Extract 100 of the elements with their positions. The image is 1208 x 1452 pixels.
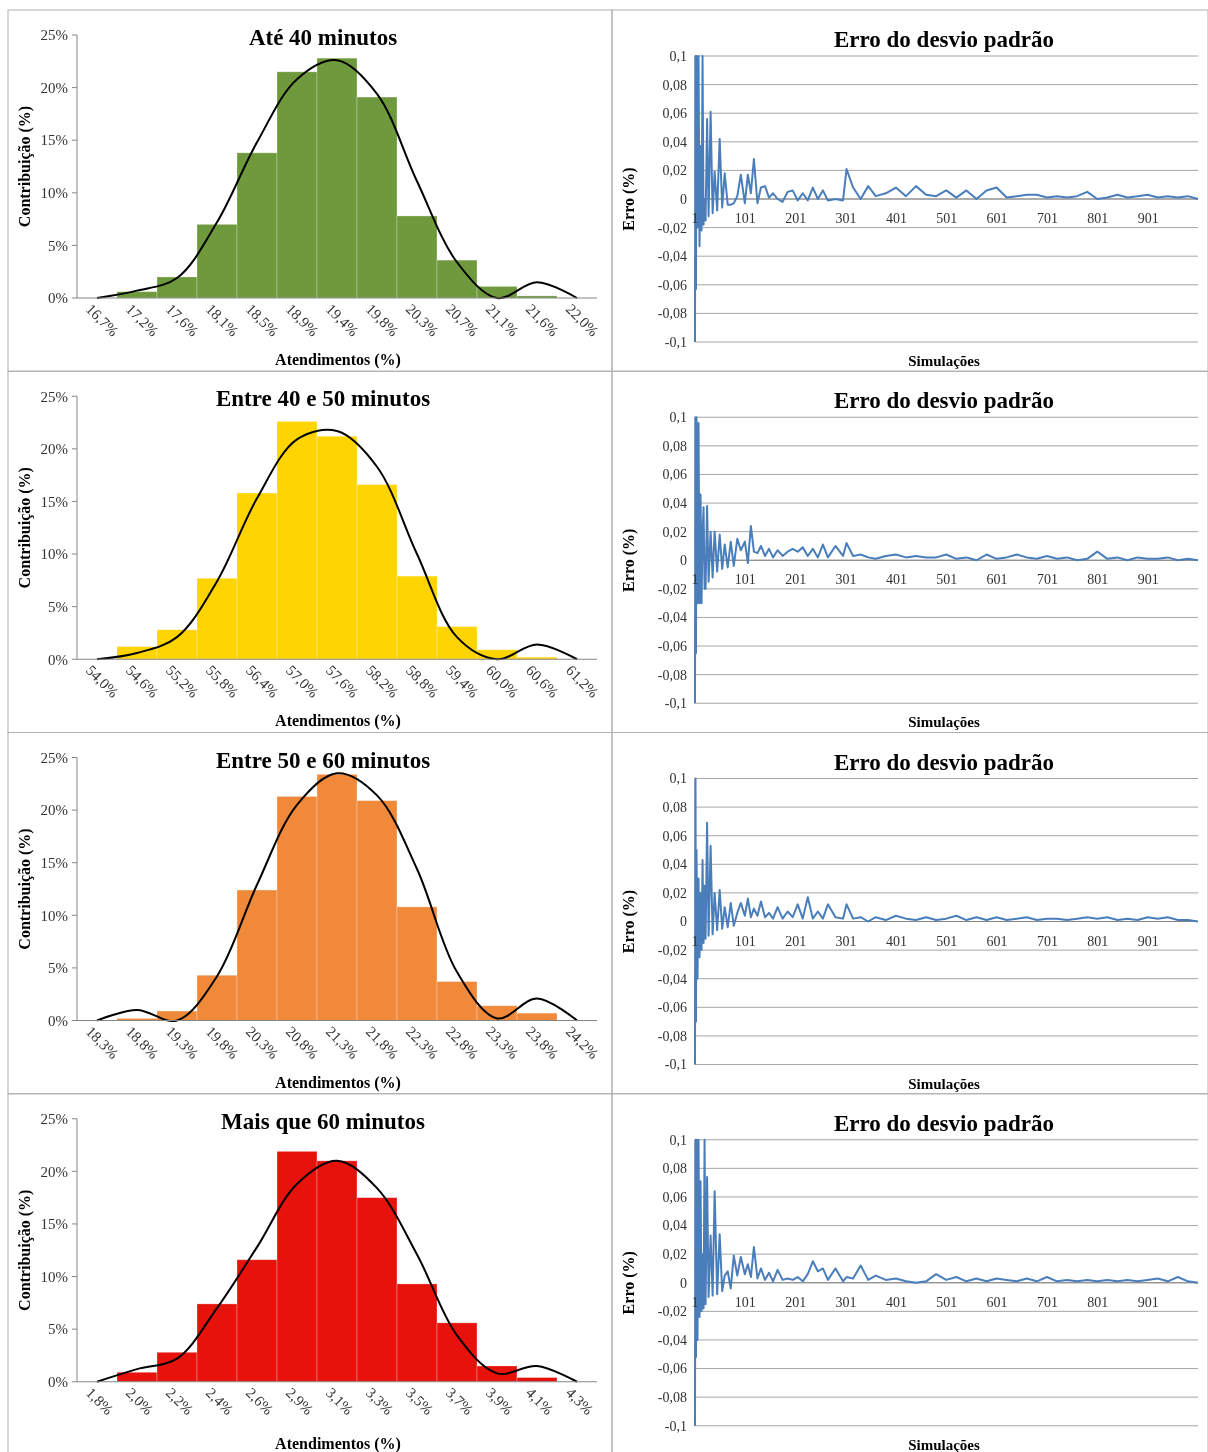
y-tick-label: 25% (40, 27, 68, 44)
x-tick-label: 801 (1087, 933, 1109, 949)
x-tick-label: 4,3% (562, 1384, 597, 1418)
y-tick-label: -0,06 (657, 1361, 687, 1377)
chart-title: Erro do desvio padrão (833, 388, 1055, 414)
y-tick-label: 10% (40, 907, 68, 924)
y-tick-label: 5% (48, 598, 68, 615)
y-tick-label: 0,08 (662, 438, 687, 454)
chart-title: Entre 50 e 60 minutos (215, 747, 431, 773)
x-tick-label: 601 (986, 1294, 1008, 1310)
y-tick-label: 5% (48, 237, 68, 254)
y-tick-label: 0,02 (662, 163, 687, 179)
x-tick-label: 801 (1087, 572, 1109, 588)
line-series (96, 428, 578, 661)
y-tick-label: -0,04 (657, 249, 687, 265)
y-tick-label: 25% (40, 388, 68, 405)
y-tick-label: 0,1 (669, 48, 687, 64)
y-tick-label: -0,06 (657, 638, 687, 654)
chart-title: Entre 40 e 50 minutos (215, 386, 431, 412)
y-tick-label: -0,04 (657, 610, 687, 626)
y-axis-title: Erro (%) (620, 1251, 638, 1315)
x-tick-label: 301 (835, 572, 857, 588)
x-tick-label: 301 (835, 1294, 857, 1310)
y-tick-label: 0,06 (662, 1189, 687, 1205)
y-tick-label: -0,06 (657, 1000, 687, 1016)
y-tick-label: 5% (48, 1321, 68, 1338)
y-tick-label: 15% (40, 132, 68, 149)
x-tick-label: 701 (1036, 572, 1058, 588)
y-tick-label: 10% (40, 185, 68, 202)
x-tick-label: 401 (885, 572, 907, 588)
y-tick-label: -0,02 (657, 943, 687, 958)
y-tick-label: 0 (680, 191, 687, 207)
y-tick-label: 10% (40, 1268, 68, 1285)
y-tick-label: 15% (40, 854, 68, 871)
line-series (694, 416, 1199, 705)
x-axis-title: Simulações (908, 714, 980, 731)
x-tick-label: 901 (1137, 933, 1159, 949)
y-tick-label: -0,02 (657, 1304, 687, 1320)
x-tick-label: 401 (885, 211, 907, 226)
y-tick-label: -0,08 (657, 1390, 687, 1406)
x-tick-label: 501 (936, 572, 958, 588)
y-axis-title: Contribuição (%) (16, 828, 34, 950)
y-tick-label: 20% (40, 79, 68, 96)
chart-title: Mais que 60 minutos (221, 1108, 425, 1134)
y-tick-label: 0,04 (662, 857, 687, 873)
x-tick-label: 401 (885, 933, 907, 949)
x-tick-label: 201 (785, 933, 807, 949)
y-tick-label: 0,04 (662, 134, 687, 150)
x-tick-label: 901 (1137, 572, 1159, 588)
y-axis-title: Contribuição (%) (16, 1189, 34, 1311)
y-tick-label: 0,1 (669, 771, 687, 787)
x-tick-label: 201 (785, 1294, 807, 1310)
x-tick-label: 601 (986, 211, 1008, 226)
line-series (694, 1138, 1199, 1427)
chart-title: Erro do desvio padrão (833, 27, 1055, 52)
y-tick-label: 20% (40, 1163, 68, 1180)
y-tick-label: 0% (48, 651, 68, 668)
y-tick-label: 0 (680, 553, 687, 569)
y-tick-label: 0,08 (662, 77, 687, 93)
x-axis-title: Simulações (908, 1075, 980, 1092)
y-tick-label: 10% (40, 546, 68, 563)
y-axis-title: Contribuição (%) (16, 467, 34, 589)
y-tick-label: -0,06 (657, 277, 687, 293)
y-tick-label: 15% (40, 1216, 68, 1233)
line-series (96, 1159, 578, 1383)
x-tick-label: 101 (734, 933, 756, 949)
x-tick-label: 901 (1137, 1294, 1159, 1310)
x-tick-label: 501 (936, 211, 958, 226)
y-tick-label: -0,02 (657, 581, 687, 597)
x-tick-label: 801 (1087, 1294, 1109, 1310)
line-series (694, 777, 1199, 1066)
x-tick-label: 701 (1036, 211, 1058, 226)
x-axis-title: Atendimentos (%) (275, 712, 401, 731)
y-tick-label: -0,08 (657, 667, 687, 683)
y-tick-label: 15% (40, 493, 68, 510)
x-tick-label: 1 (691, 572, 699, 588)
y-tick-label: 0% (48, 290, 68, 307)
y-tick-label: 20% (40, 802, 68, 819)
y-axis-title: Contribuição (%) (16, 105, 34, 228)
chart-title: Até 40 minutos (248, 25, 398, 50)
x-tick-label: 501 (936, 1294, 958, 1310)
x-tick-label: 4,1% (522, 1384, 557, 1418)
y-tick-label: 0,04 (662, 1218, 687, 1234)
y-tick-label: 0 (680, 1275, 687, 1291)
y-tick-label: 0,1 (669, 410, 687, 426)
y-tick-label: 0,06 (662, 106, 687, 122)
x-tick-label: 201 (785, 572, 807, 588)
y-tick-label: 0 (680, 914, 687, 930)
y-tick-label: -0,02 (657, 220, 687, 236)
y-tick-label: 5% (48, 960, 68, 977)
x-axis-title: Simulações (908, 1436, 980, 1452)
y-tick-label: -0,1 (664, 696, 687, 712)
x-tick-label: 601 (986, 933, 1008, 949)
y-axis-title: Erro (%) (620, 167, 638, 231)
y-tick-label: -0,1 (664, 334, 687, 350)
x-tick-label: 501 (936, 933, 958, 949)
y-tick-label: 0,04 (662, 495, 687, 511)
y-tick-label: -0,08 (657, 1028, 687, 1044)
y-tick-label: 0,02 (662, 1247, 687, 1263)
y-tick-label: 0% (48, 1374, 68, 1390)
